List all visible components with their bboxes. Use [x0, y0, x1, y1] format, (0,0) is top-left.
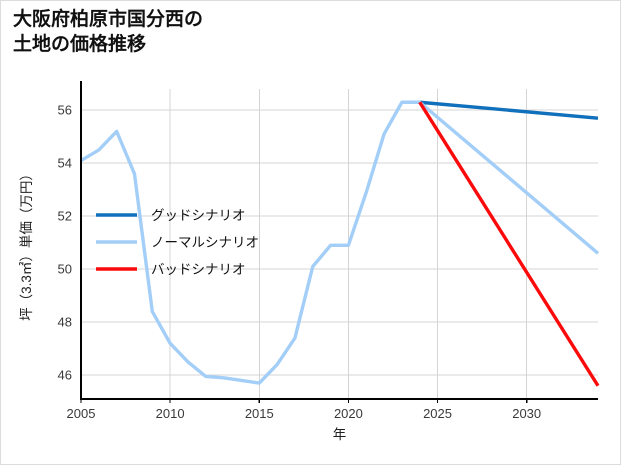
- legend-label: バッドシナリオ: [151, 262, 246, 277]
- series-line: [418, 101, 600, 387]
- y-tick-label: 46: [58, 368, 72, 383]
- x-tick-label: 2010: [156, 406, 185, 421]
- y-axis-title: 坪（3.3㎡）単価（万円）: [19, 167, 34, 321]
- page-title: 大阪府柏原市国分西の 土地の価格推移: [13, 9, 204, 56]
- x-axis-title: 年: [333, 427, 347, 442]
- y-tick-labels: 46 48 50 52 54 56: [58, 103, 72, 383]
- x-tick-label: 2020: [334, 406, 363, 421]
- y-tick-label: 50: [58, 262, 72, 277]
- axes: [79, 81, 598, 401]
- y-tick-label: 56: [58, 103, 72, 118]
- series-line: [80, 100, 600, 385]
- legend-label: グッドシナリオ: [151, 208, 246, 223]
- y-tick-label: 54: [58, 156, 72, 171]
- x-tick-label: 2005: [67, 406, 96, 421]
- x-tick-label: 2025: [423, 406, 452, 421]
- series-line: [419, 100, 599, 120]
- y-tick-label: 48: [58, 315, 72, 330]
- y-gridlines: [81, 109, 598, 376]
- x-tick-label: 2030: [512, 406, 541, 421]
- series-group: [80, 100, 600, 387]
- legend-label: ノーマルシナリオ: [151, 235, 259, 250]
- y-tick-label: 52: [58, 209, 72, 224]
- x-tick-labels: 2005 2010 2015 2020 2025 2030: [67, 399, 541, 421]
- x-tick-label: 2015: [245, 406, 274, 421]
